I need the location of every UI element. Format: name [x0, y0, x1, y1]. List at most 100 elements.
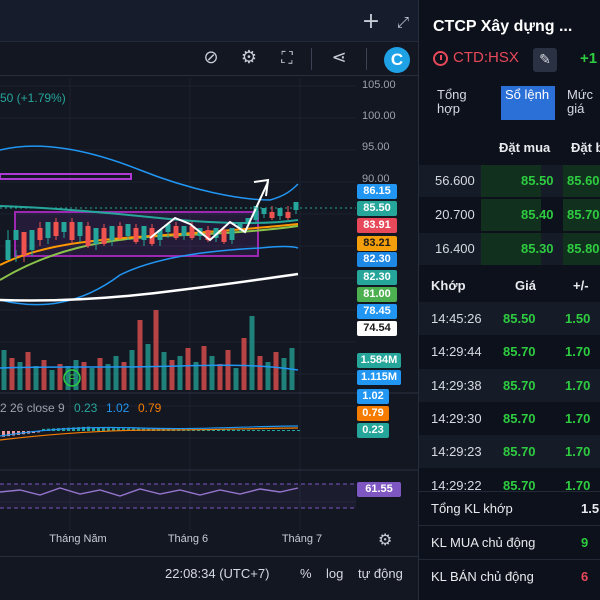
orderbook-row[interactable]: 20.700 85.40 85.70 [419, 199, 600, 231]
macd-histogram-bar [207, 429, 210, 431]
macd-histogram-bar [107, 428, 110, 431]
ask-price-cell[interactable]: 85.60 [563, 165, 600, 197]
macd-value-3: 0.79 [138, 401, 162, 415]
alert-icon[interactable]: ⊘ [203, 47, 219, 68]
volume-bar [17, 362, 23, 390]
candle-body [237, 222, 243, 228]
volume-bar [105, 364, 111, 390]
macd-histogram-bar [92, 428, 95, 431]
summary-label: KL MUA chủ động [431, 535, 536, 550]
chart-panel[interactable]: + ⤢ ⊘ ⚙ ⛶ ⋖ C F 50 (+1.79%) 2 26 close 9… [0, 0, 418, 600]
macd-histogram-bar [102, 428, 105, 431]
plus-icon[interactable]: + [361, 9, 381, 34]
bid-price-cell[interactable]: 85.50 [481, 165, 554, 197]
fullscreen-icon[interactable]: ⛶ [281, 48, 293, 67]
bid-price-cell[interactable]: 85.40 [481, 199, 554, 231]
summary-row: KL MUA chủ động 9 [419, 525, 600, 558]
volume-bar [113, 356, 119, 390]
price-change-value: +1 [580, 50, 598, 67]
pencil-icon[interactable]: ✎ [533, 48, 557, 72]
macd-histogram-bar [252, 430, 255, 431]
macd-histogram-bar [112, 428, 115, 431]
macd-histogram-bar [237, 429, 240, 431]
tab-overview[interactable]: Tổng hợp [437, 87, 467, 116]
trade-change: 1.70 [565, 344, 591, 360]
volume-bar [161, 352, 167, 390]
macd-indicator-label: 2 26 close 9 [0, 401, 65, 415]
trade-time: 14:29:30 [431, 410, 482, 426]
macd-histogram-bar [212, 429, 215, 431]
bid-volume: 56.600 [435, 173, 475, 188]
price-chart[interactable]: F [0, 0, 418, 556]
candle-body [85, 226, 91, 246]
tab-price-levels[interactable]: Mức giá [567, 87, 594, 116]
candle-body [205, 230, 211, 240]
candle-body [37, 228, 43, 240]
macd-histogram-bar [122, 428, 125, 431]
candle-body [261, 208, 267, 214]
time-label-july: Tháng 7 [281, 533, 323, 545]
volume-bar [281, 358, 287, 390]
clock-icon [433, 51, 448, 66]
candle-body [293, 202, 299, 210]
candle-body [5, 240, 11, 260]
bid-price-cell[interactable]: 85.30 [481, 233, 554, 265]
ticker-symbol[interactable]: CTD:HSX [453, 49, 519, 66]
price-axis-tick: 105.00 [362, 79, 396, 91]
volume-bar [129, 350, 135, 390]
trade-row: 14:29:38 85.70 1.70 [419, 368, 600, 402]
trade-time: 14:45:26 [431, 311, 482, 326]
bid-price: 85.50 [521, 173, 554, 188]
pattern-zigzag [149, 181, 269, 242]
brand-logo[interactable]: C [384, 47, 410, 73]
share-icon[interactable]: ⋖ [331, 47, 347, 68]
ask-price-cell[interactable]: 85.80 [563, 233, 600, 265]
tab-orderbook[interactable]: Sổ lệnh [501, 86, 555, 120]
macd-value-2: 1.02 [106, 401, 130, 415]
trade-price: 85.50 [503, 311, 536, 326]
candle-body [101, 228, 107, 244]
macd-histogram-bar [2, 431, 5, 437]
volume-bar [97, 358, 103, 390]
trade-change: 1.70 [565, 477, 591, 493]
gear-icon[interactable]: ⚙ [240, 47, 258, 68]
axis-settings-icon[interactable]: ⚙ [378, 530, 393, 549]
volume-bar [193, 362, 199, 390]
trade-change: 1.70 [565, 444, 591, 460]
company-name: CTCP Xây dựng ... [433, 18, 573, 35]
bid-price: 85.30 [521, 241, 554, 256]
volume-bar [225, 350, 231, 390]
event-marker [63, 369, 81, 387]
rsi-band-fill [0, 484, 356, 508]
resistance-line [0, 173, 132, 180]
bid-volume: 16.400 [435, 241, 475, 256]
auto-scale-toggle[interactable]: tự động [358, 566, 403, 581]
chart-toolbar [0, 42, 418, 76]
trade-price-header: Giá [515, 278, 536, 293]
trade-time: 14:29:23 [431, 444, 482, 460]
trade-change: 1.70 [565, 410, 591, 426]
summary-row: KL BÁN chủ động 6 [419, 559, 600, 592]
percent-scale-toggle[interactable]: % [300, 566, 312, 581]
log-scale-toggle[interactable]: log [326, 566, 344, 581]
candle-body [77, 222, 83, 236]
volume-bar [89, 368, 95, 390]
price-level-badge: 83.91 [357, 218, 397, 233]
ask-header: Đặt b [571, 140, 600, 155]
macd-histogram-bar [242, 429, 245, 431]
macd-histogram-bar [117, 428, 120, 431]
candle-body [245, 218, 251, 224]
orderbook-row[interactable]: 56.600 85.50 85.60 [419, 165, 600, 197]
macd-histogram-bar [67, 427, 70, 431]
summary-row: Tổng KL khớp 1.5 [419, 491, 600, 524]
candle-body [125, 224, 131, 236]
macd-histogram-bar [227, 429, 230, 431]
candle-body [253, 206, 259, 220]
orderbook-row[interactable]: 16.400 85.30 85.80 [419, 233, 600, 265]
candle-body [269, 212, 275, 218]
trade-change: 1.70 [565, 377, 591, 393]
ask-price-cell[interactable]: 85.70 [563, 199, 600, 231]
volume-bar [49, 370, 55, 390]
trade-change-header: +/- [573, 278, 589, 293]
expand-icon[interactable]: ⤢ [396, 13, 409, 31]
